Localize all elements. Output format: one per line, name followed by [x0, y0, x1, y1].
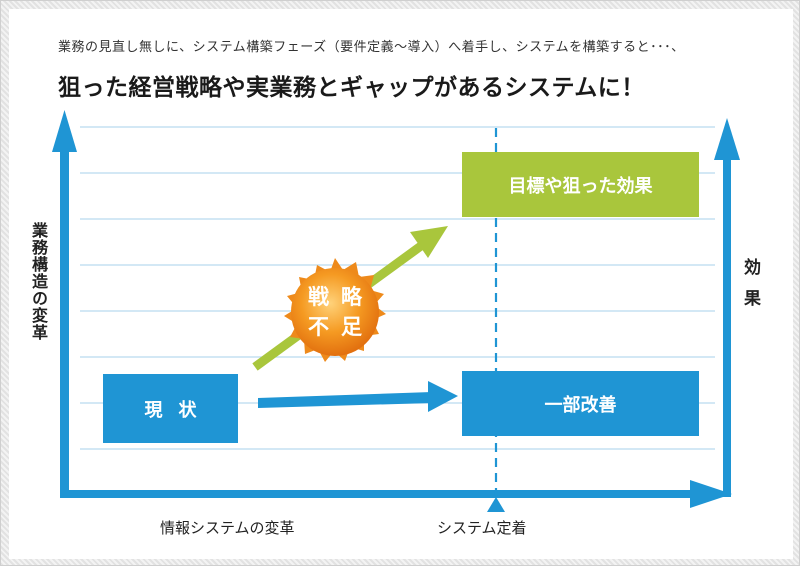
settle-label: システム定着	[437, 519, 527, 537]
burst-line-2: 不足	[308, 315, 374, 339]
x-axis-arrow	[60, 480, 732, 508]
settle-marker	[487, 497, 505, 512]
y-axis-arrow	[52, 110, 77, 498]
diagram-card	[9, 9, 793, 559]
burst-line-1: 戦略	[308, 285, 374, 309]
target-effect-box: 目標や狙った効果	[462, 152, 699, 217]
effect-axis-label: 効果	[740, 258, 760, 320]
improvement-arrow	[258, 381, 458, 412]
burst-label: 戦略 不足	[290, 267, 380, 357]
subtitle: 業務の見直し無しに、システム構築フェーズ（要件定義〜導入）へ着手し、システムを構…	[58, 40, 685, 55]
current-state-box: 現状	[103, 374, 238, 443]
headline: 狙った経営戦略や実業務とギャップがあるシステムに！	[58, 75, 645, 101]
strategy-shortage-burst	[284, 258, 386, 362]
x-axis-label: 情報システムの変革	[160, 519, 295, 537]
partial-improvement-box: 一部改善	[462, 371, 699, 436]
y-axis-label: 業務構造の変革	[29, 222, 48, 341]
effect-axis-arrow	[714, 118, 740, 497]
